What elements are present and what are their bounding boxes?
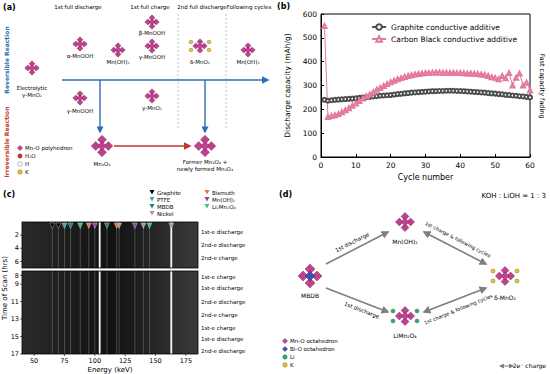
svg-text:1st charge & following cycles: 1st charge & following cycles	[423, 293, 494, 327]
svg-text:Mn(OH)₂: Mn(OH)₂	[106, 59, 129, 65]
svg-text:500: 500	[303, 33, 318, 42]
svg-text:400: 400	[303, 57, 318, 66]
svg-text:γ-MnOOH: γ-MnOOH	[67, 108, 93, 115]
svg-text:H₂O: H₂O	[25, 153, 36, 159]
svg-text:4: 4	[15, 244, 19, 252]
svg-text:(b): (b)	[277, 2, 290, 11]
svg-text:175: 175	[180, 357, 192, 365]
svg-text:13: 13	[11, 315, 19, 323]
svg-text:(d): (d)	[279, 190, 292, 199]
svg-text:newly formed Mn₃O₄: newly formed Mn₃O₄	[177, 166, 234, 173]
svg-text:75: 75	[60, 357, 68, 365]
svg-text:17: 17	[11, 350, 19, 358]
svg-text:H: H	[25, 161, 29, 167]
svg-text:Following cycles: Following cycles	[227, 4, 272, 11]
svg-text:Mn-O polyhedron: Mn-O polyhedron	[25, 145, 73, 152]
svg-text:Irreversible Reaction: Irreversible Reaction	[3, 107, 10, 178]
svg-text:600: 600	[303, 10, 318, 19]
svg-text:1st charge & following cycles: 1st charge & following cycles	[423, 220, 492, 260]
svg-text:100: 100	[303, 129, 318, 138]
svg-text:1st full discharge: 1st full discharge	[54, 4, 102, 11]
svg-text:γ-MnO₂: γ-MnO₂	[142, 105, 162, 112]
svg-text:(a): (a)	[3, 3, 16, 12]
svg-text:Fast capacity fading: Fast capacity fading	[538, 53, 546, 118]
svg-text:1st-e charge: 1st-e charge	[201, 325, 236, 332]
svg-text:Mn₃O₄: Mn₃O₄	[94, 161, 112, 167]
svg-text:0: 0	[312, 153, 317, 162]
svg-text:MBDB: MBDB	[301, 292, 319, 299]
svg-text:60: 60	[525, 161, 535, 170]
svg-text:Nickel: Nickel	[157, 211, 174, 217]
svg-text:8: 8	[15, 272, 19, 280]
svg-text:150: 150	[149, 357, 161, 365]
svg-text:Discharge capacity (mAh/g): Discharge capacity (mAh/g)	[283, 33, 292, 137]
svg-text:Mn(OH)₂: Mn(OH)₂	[212, 197, 235, 203]
svg-text:6: 6	[15, 258, 19, 266]
svg-text:γ-MnO₂: γ-MnO₂	[22, 92, 42, 99]
svg-text:2nd-e discharge: 2nd-e discharge	[201, 242, 246, 249]
svg-text:1st-e charge: 1st-e charge	[201, 274, 236, 281]
svg-text:100: 100	[89, 357, 101, 365]
svg-text:δ-MnO₂: δ-MnO₂	[494, 294, 517, 301]
svg-text:Graphite: Graphite	[157, 190, 182, 197]
svg-text:Former Mn₃O₄ +: Former Mn₃O₄ +	[183, 159, 228, 165]
svg-text:2nd-e charge: 2nd-e charge	[201, 312, 238, 319]
svg-text:K: K	[290, 362, 294, 368]
svg-text:0: 0	[319, 161, 324, 170]
svg-text:Mn(OH)₂: Mn(OH)₂	[392, 238, 418, 245]
svg-text:200: 200	[303, 105, 318, 114]
svg-text:300: 300	[303, 81, 318, 90]
svg-text:δ-MnO₂: δ-MnO₂	[190, 59, 210, 65]
svg-text:K: K	[25, 169, 29, 175]
svg-text:15: 15	[11, 333, 19, 341]
svg-text:Li₂Mn₂O₄: Li₂Mn₂O₄	[212, 204, 237, 210]
svg-text:Mn-O octahedron: Mn-O octahedron	[290, 338, 338, 344]
svg-text:11: 11	[11, 298, 19, 306]
svg-text:γ-MnOOH: γ-MnOOH	[139, 54, 165, 61]
svg-text:40: 40	[456, 161, 466, 170]
svg-text:Carbon Black conductive additi: Carbon Black conductive additive	[391, 35, 517, 44]
svg-text:9: 9	[15, 280, 19, 288]
svg-text:(c): (c)	[3, 190, 15, 199]
svg-text:1st-e discharge: 1st-e discharge	[201, 229, 244, 236]
svg-text:Electrolytic: Electrolytic	[17, 85, 48, 92]
svg-text:50: 50	[490, 161, 500, 170]
svg-text:2nd-e charge: 2nd-e charge	[201, 255, 238, 262]
svg-text:1st full charge: 1st full charge	[130, 4, 170, 11]
svg-text:Reversible Reaction: Reversible Reaction	[3, 26, 10, 93]
svg-text:125: 125	[119, 357, 131, 365]
svg-text:2: 2	[15, 231, 19, 239]
svg-text:2nd full discharge: 2nd full discharge	[177, 4, 227, 11]
svg-text:Bi-O octahedron: Bi-O octahedron	[290, 346, 335, 352]
svg-text:Time of Scan (hrs): Time of Scan (hrs)	[1, 256, 9, 321]
svg-text:Cycle number: Cycle number	[398, 173, 454, 182]
svg-text:1st discharge: 1st discharge	[343, 301, 381, 321]
svg-text:2e⁻ charge: 2e⁻ charge	[513, 362, 547, 370]
svg-text:KOH : LiOH = 1 : 3: KOH : LiOH = 1 : 3	[482, 192, 546, 200]
svg-text:20: 20	[386, 161, 396, 170]
svg-text:30: 30	[421, 161, 431, 170]
svg-text:2nd-e discharge: 2nd-e discharge	[201, 299, 246, 306]
svg-text:MBDB: MBDB	[157, 204, 174, 210]
svg-text:PTFE: PTFE	[157, 197, 171, 203]
svg-text:LiMn₂O₄: LiMn₂O₄	[393, 332, 417, 339]
svg-text:1st-e discharge: 1st-e discharge	[201, 285, 244, 292]
svg-text:50: 50	[30, 357, 38, 365]
svg-text:1st discharge: 1st discharge	[334, 231, 371, 254]
svg-text:Mn(OH)₂: Mn(OH)₂	[236, 59, 259, 65]
svg-text:Li: Li	[290, 354, 295, 360]
svg-text:10: 10	[351, 161, 361, 170]
svg-text:α-MnOOH: α-MnOOH	[67, 53, 94, 59]
svg-text:2nd-e discharge: 2nd-e discharge	[201, 348, 246, 355]
svg-text:Graphite conductive additive: Graphite conductive additive	[391, 23, 500, 32]
svg-text:Energy (keV): Energy (keV)	[87, 366, 132, 374]
svg-text:β-MnOOH: β-MnOOH	[139, 30, 166, 37]
svg-text:1st-e discharge: 1st-e discharge	[201, 336, 244, 343]
svg-text:Bismuth: Bismuth	[212, 190, 235, 196]
